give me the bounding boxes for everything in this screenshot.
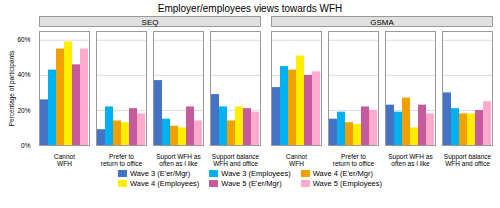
svg-text:Percentage of participants: Percentage of participants: [8, 50, 16, 126]
html-text:Wave 3 (E'er/Mgr): Wave 3 (E'er/Mgr): [130, 169, 191, 178]
html-text:Wave 5 (Employees): Wave 5 (Employees): [312, 179, 382, 188]
svg-text:0%: 0%: [21, 142, 31, 149]
svg-text:Prefer toreturn to office: Prefer toreturn to office: [101, 153, 143, 167]
html-text:Wave 4 (Employees): Wave 4 (Employees): [130, 179, 200, 188]
html-text:Wave 4 (E'er/Mgr): Wave 4 (E'er/Mgr): [312, 169, 373, 178]
svg-text:CannotWFH: CannotWFH: [286, 153, 307, 167]
html-text:SEQ: SEQ: [141, 18, 159, 27]
svg-text:Prefer toreturn to office: Prefer toreturn to office: [333, 153, 375, 167]
svg-text:40%: 40%: [17, 71, 30, 78]
html-text:Employer/employees views towar: Employer/employees views towards WFH: [157, 3, 343, 14]
svg-text:Support balanceWFH and office: Support balanceWFH and office: [212, 153, 260, 167]
html-text:Wave 3 (Employees): Wave 3 (Employees): [221, 169, 291, 178]
svg-text:60%: 60%: [17, 36, 30, 43]
svg-text:20%: 20%: [17, 107, 30, 114]
svg-text:CannotWFH: CannotWFH: [54, 153, 75, 167]
html-text:Wave 5 (E'er/Mgr): Wave 5 (E'er/Mgr): [221, 179, 282, 188]
svg-text:Suport WFH asoften as I like: Suport WFH asoften as I like: [388, 153, 433, 167]
svg-text:Suport WFH asoften as I like: Suport WFH asoften as I like: [156, 153, 201, 167]
svg-text:Support balanceWFH and office: Support balanceWFH and office: [444, 153, 492, 167]
html-text:GSMA: GSMA: [370, 18, 394, 27]
